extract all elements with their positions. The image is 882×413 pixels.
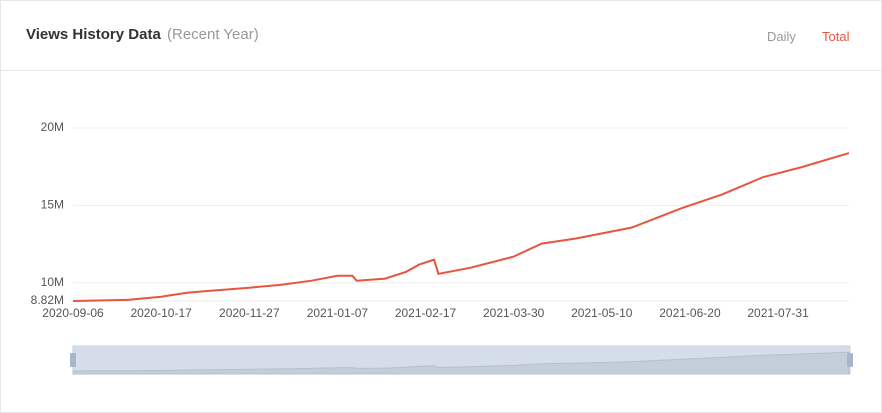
x-tick-label: 2021-02-17 [395, 306, 457, 320]
header: Views History Data (Recent Year) Daily T… [1, 1, 881, 71]
x-tick-label: 2020-11-27 [219, 306, 280, 320]
y-tick-label: 10M [41, 275, 64, 289]
overview-area [72, 351, 850, 375]
x-tick-label: 2021-06-20 [659, 306, 721, 320]
y-tick-label: 20M [41, 120, 64, 134]
zoom-handle [70, 353, 76, 367]
x-tick-label: 2021-01-07 [307, 306, 369, 320]
line [72, 152, 850, 302]
x-tick-label: 2021-07-31 [747, 306, 809, 320]
x-tick-label: 2021-03-30 [483, 306, 545, 320]
zoom-handle [847, 353, 853, 367]
x-tick-label: 2020-10-17 [130, 306, 192, 320]
x-tick-label: 2020-09-06 [42, 306, 104, 320]
title: Views History Data [26, 26, 161, 43]
y-tick-label: 15M [41, 198, 64, 212]
subtitle: (Recent Year) [167, 26, 259, 43]
tab[interactable]: Daily [767, 29, 796, 44]
tab[interactable]: Total [822, 29, 850, 44]
y-tick-label: 8.82M [31, 293, 64, 307]
x-tick-label: 2021-05-10 [571, 306, 633, 320]
